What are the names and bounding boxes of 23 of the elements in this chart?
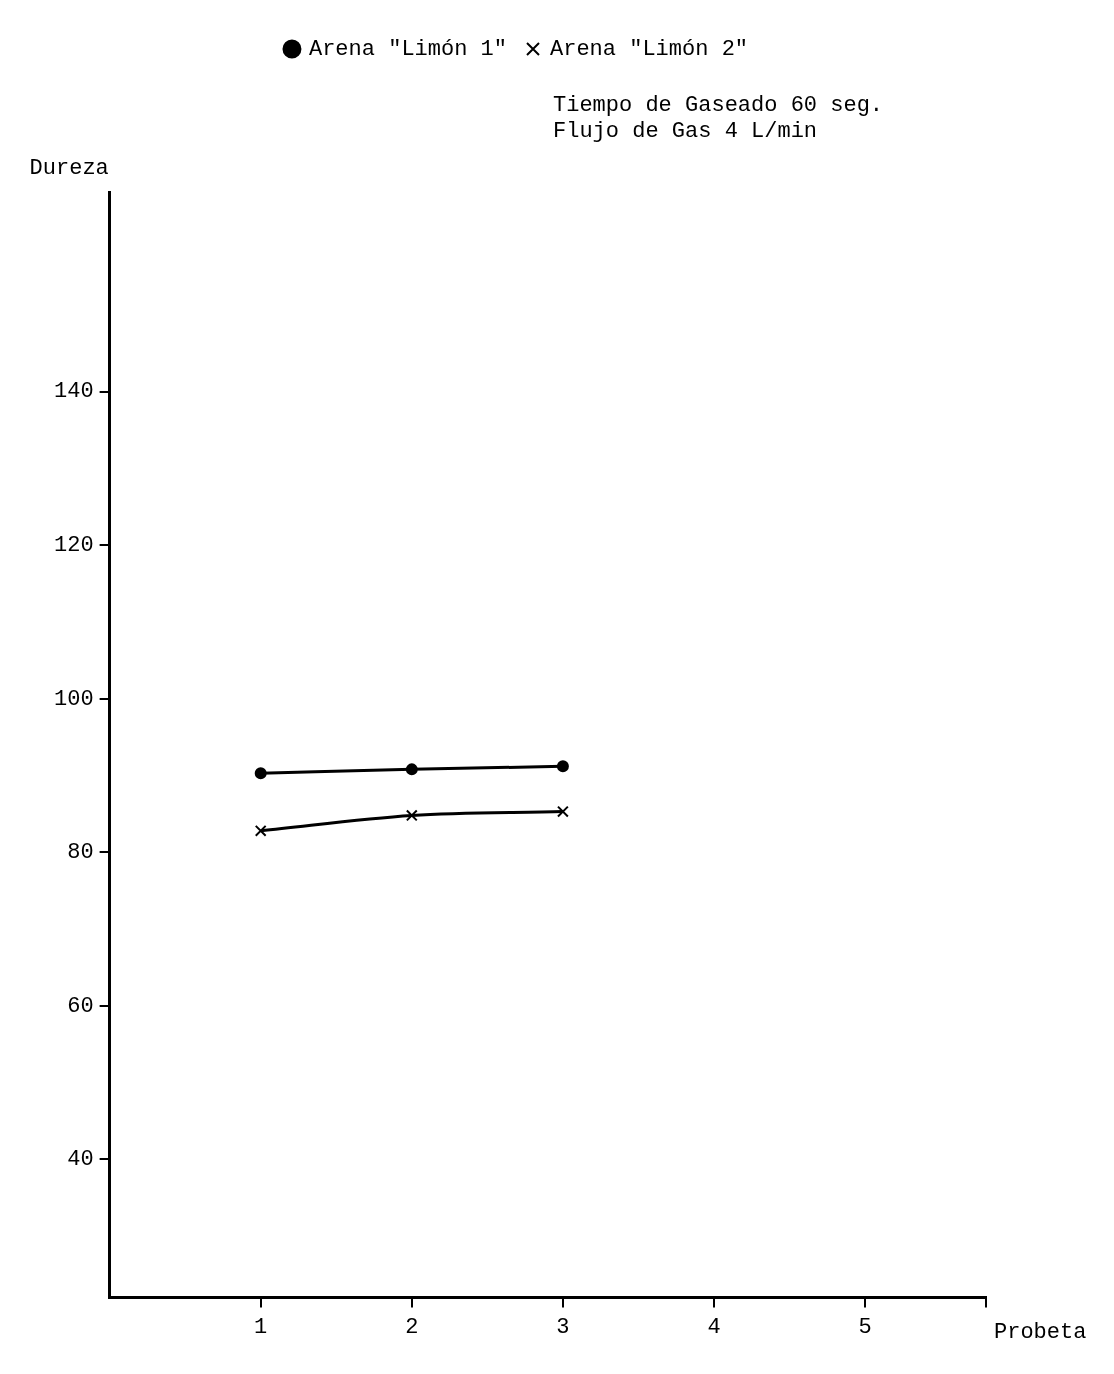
y-axis-title: Dureza <box>29 156 109 181</box>
x-axis-title: Probeta <box>994 1319 1087 1345</box>
legend-label: Arena "Limón 1" <box>308 36 508 62</box>
x-tick-label: 4 <box>707 1314 721 1340</box>
y-tick-label: 80 <box>67 840 94 866</box>
text: Flujo de Gas 4 L/min <box>553 119 818 144</box>
y-tick-label: 60 <box>67 993 94 1019</box>
point <box>405 763 418 776</box>
text: Tiempo de Gaseado 60 seg. <box>553 93 884 118</box>
point <box>556 805 569 818</box>
point <box>556 760 569 773</box>
y-tick-label: 120 <box>54 533 94 559</box>
y-tick-label: 100 <box>54 686 94 712</box>
x-tick-label: 2 <box>405 1314 419 1340</box>
y-tick-label: 40 <box>67 1147 94 1173</box>
point <box>405 809 418 822</box>
point <box>254 767 267 780</box>
x-tick-label: 3 <box>556 1314 570 1340</box>
x-tick-label: 1 <box>254 1314 268 1340</box>
y-tick-label: 140 <box>54 379 94 405</box>
point <box>254 824 267 837</box>
legend-label: Arena "Limón 2" <box>550 36 749 62</box>
x-tick-label: 5 <box>858 1314 872 1340</box>
